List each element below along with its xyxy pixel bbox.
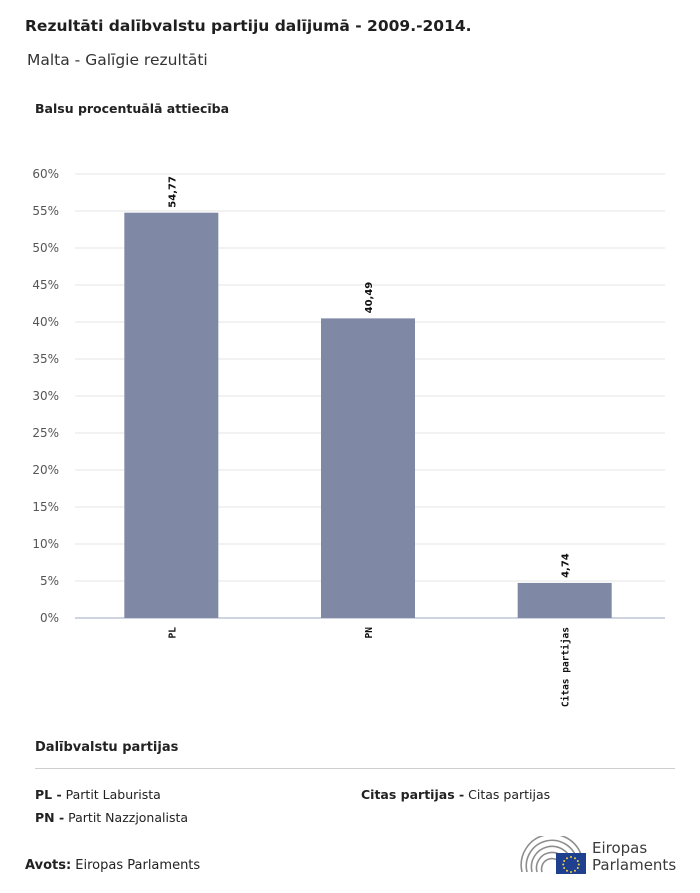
source-value: Eiropas Parlaments [75, 858, 201, 873]
y-tick-label: 0% [40, 611, 59, 625]
page-subtitle: Malta - Galīgie rezultāti [27, 51, 208, 69]
hemicycle-icon [520, 833, 586, 874]
y-tick-label: 55% [32, 204, 59, 218]
bar-pl [124, 212, 219, 618]
legend-divider [35, 768, 675, 769]
y-tick-label: 50% [32, 241, 59, 255]
logo-line-2: Parlaments [592, 856, 677, 874]
logo-text: Eiropas Parlaments [592, 840, 676, 874]
y-tick-label: 40% [32, 315, 59, 329]
y-tick-label: 60% [32, 167, 59, 181]
page-title: Rezultāti dalībvalstu partiju dalījumā -… [25, 17, 472, 35]
legend-title: Dalībvalstu partijas [35, 740, 179, 755]
source-label: Avots: [25, 858, 72, 873]
legend-item-pn: PN - Partit Nazzjonalista [35, 810, 188, 825]
y-axis-label: Balsu procentuālā attiecība [35, 101, 230, 116]
y-tick-label: 45% [32, 278, 59, 292]
legend-abbr: Citas partijas - [361, 787, 465, 802]
y-tick-label: 20% [32, 463, 59, 477]
y-tick-label: 5% [40, 574, 59, 588]
data-label: 4,74 [561, 553, 572, 578]
x-tick-label: PN [364, 627, 375, 639]
data-label: 40,49 [364, 282, 375, 314]
data-label: 54,77 [167, 176, 178, 208]
bar-citas-partijas [517, 582, 612, 618]
legend-name: Partit Nazzjonalista [68, 810, 189, 825]
x-tick-label: PL [167, 627, 178, 639]
legend-abbr: PL - [35, 787, 62, 802]
bar-chart: 0% 5% 10% 15% 20% 25% 30% 35% 40% 45% 50% 55% 60% 54,… [32, 167, 665, 707]
legend-name: Citas partijas [468, 787, 551, 802]
bar-pn [321, 318, 415, 618]
logo-line-1: Eiropas [592, 839, 648, 857]
legend-item-pl: PL - Partit Laburista [35, 787, 161, 802]
european-parliament-logo: Eiropas Parlaments [520, 833, 680, 880]
legend-item-citas: Citas partijas - Citas partijas [361, 787, 550, 802]
legend-name: Partit Laburista [65, 787, 161, 802]
source-line: Avots: Eiropas Parlaments [25, 858, 200, 873]
x-tick-label: Citas partijas [561, 627, 572, 707]
y-tick-label: 25% [32, 426, 59, 440]
y-tick-label: 35% [32, 352, 59, 366]
legend-abbr: PN - [35, 810, 65, 825]
y-tick-label: 10% [32, 537, 59, 551]
y-tick-label: 30% [32, 389, 59, 403]
y-tick-label: 15% [32, 500, 59, 514]
